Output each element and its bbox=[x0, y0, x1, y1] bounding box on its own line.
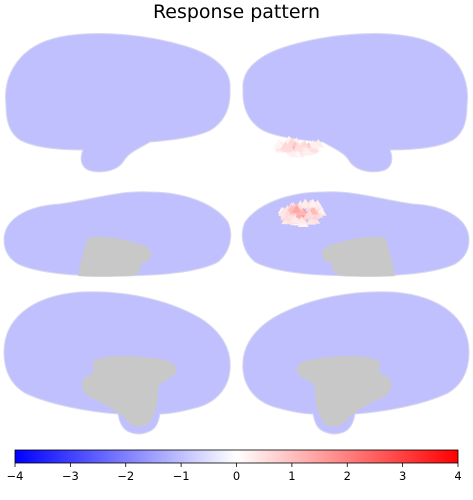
hotspot-patch bbox=[296, 215, 307, 224]
hotspot-patch bbox=[316, 212, 324, 218]
hotspot-lateral-right bbox=[273, 135, 324, 157]
medial-wall-dorsal-right bbox=[321, 236, 395, 277]
panel-dorsal-left bbox=[3, 191, 232, 277]
hotspot-patch bbox=[273, 139, 285, 149]
hotspot-patch bbox=[280, 145, 288, 151]
colorbar-tick-label: 3 bbox=[399, 469, 406, 483]
hotspot-patch bbox=[305, 216, 317, 225]
colorbar-tick-label: 1 bbox=[288, 469, 295, 483]
hotspot-patch bbox=[288, 148, 298, 156]
hotspot-patch bbox=[300, 139, 309, 148]
hotspot-patch bbox=[294, 212, 302, 219]
colorbar-bar bbox=[14, 449, 459, 464]
hotspot-patch bbox=[304, 209, 315, 218]
colorbar-ticks: −4 −3 −2 −1 0 1 2 3 4 bbox=[7, 463, 462, 483]
hotspot-patch bbox=[291, 205, 302, 213]
brain-surface-lateral-left bbox=[4, 33, 231, 173]
chart-title: Response pattern bbox=[152, 1, 321, 23]
hotspot-patch bbox=[289, 214, 301, 224]
hotspot-patch bbox=[288, 145, 295, 151]
hotspot-patch bbox=[284, 210, 292, 217]
hotspot-patch bbox=[308, 199, 318, 207]
hotspot-patch bbox=[317, 207, 326, 214]
panel-medial-right bbox=[242, 291, 470, 435]
colorbar-tick-label: 2 bbox=[344, 469, 351, 483]
hotspot-patch bbox=[309, 140, 317, 146]
panel-lateral-left bbox=[4, 33, 231, 173]
panel-dorsal-right bbox=[241, 191, 470, 277]
panel-medial-left bbox=[3, 291, 231, 435]
colorbar: −4 −3 −2 −1 0 1 2 3 4 bbox=[7, 449, 462, 483]
colorbar-tick-label: 0 bbox=[233, 469, 240, 483]
hotspot-patch bbox=[298, 208, 307, 216]
panel-lateral-right bbox=[242, 33, 469, 173]
medial-wall-medial-right bbox=[296, 355, 392, 427]
colorbar-tick-label: −3 bbox=[62, 469, 79, 483]
medial-wall-dorsal-left bbox=[78, 236, 152, 277]
hotspot-patch bbox=[292, 142, 304, 152]
colorbar-tick-label: 4 bbox=[454, 469, 461, 483]
brain-surface-dorsal-left bbox=[3, 191, 232, 277]
colorbar-tick-label: −4 bbox=[7, 469, 24, 483]
hotspot-patch bbox=[301, 146, 313, 156]
medial-wall-medial-left bbox=[81, 355, 177, 427]
hotspot-dorsal-right bbox=[277, 198, 327, 228]
colorbar-tick-label: −1 bbox=[173, 469, 190, 483]
colorbar-tick-label: −2 bbox=[117, 469, 134, 483]
